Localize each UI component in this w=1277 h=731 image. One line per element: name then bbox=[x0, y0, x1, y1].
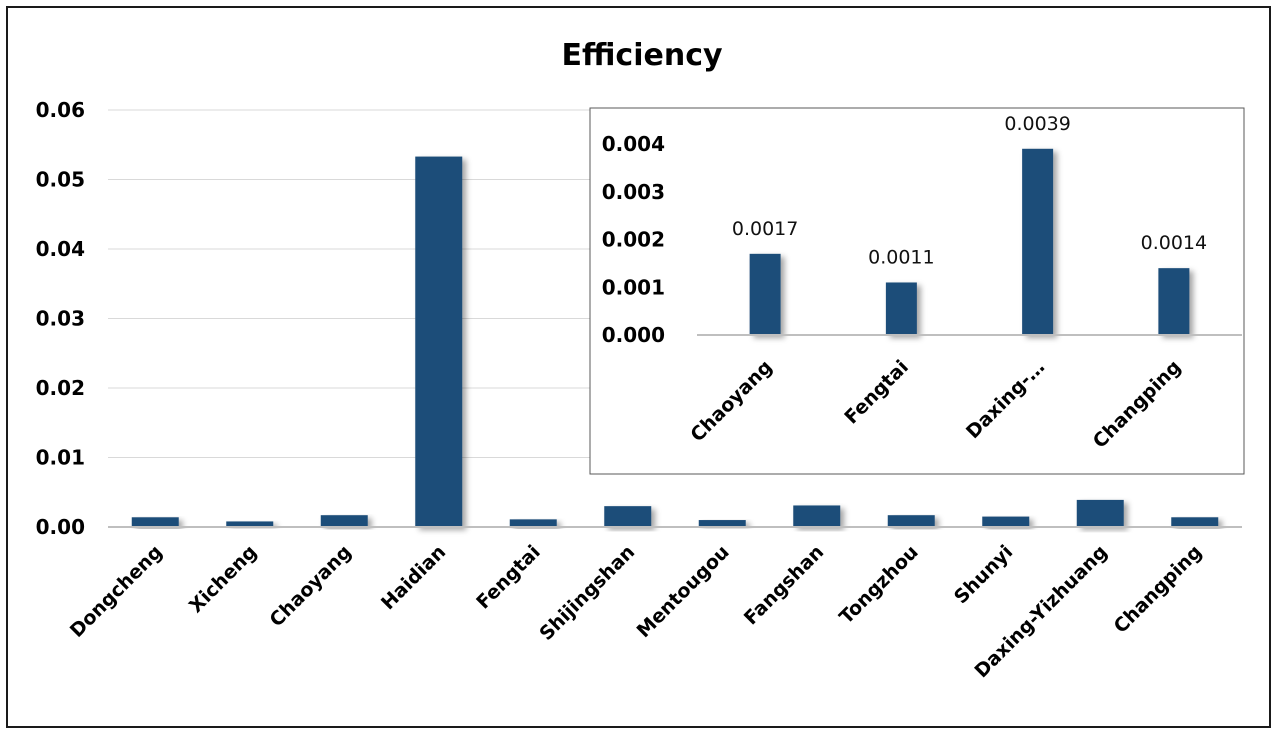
inset-y-axis: 0.000 0.001 0.002 0.003 0.004 bbox=[602, 132, 665, 347]
main-y-tick-label: 0.05 bbox=[36, 168, 85, 192]
main-x-tick-label: Shijingshan bbox=[535, 541, 639, 645]
main-x-tick-label: Xicheng bbox=[185, 541, 261, 617]
main-bar bbox=[698, 520, 746, 527]
inset-y-tick-label: 0.004 bbox=[602, 132, 665, 156]
main-bar bbox=[887, 515, 935, 527]
main-bar bbox=[320, 515, 368, 527]
main-x-tick-label: Dongcheng bbox=[66, 541, 167, 642]
main-x-tick-label: Chaoyang bbox=[265, 541, 355, 631]
main-x-tick-label: Changping bbox=[1110, 541, 1207, 638]
main-y-tick-label: 0.03 bbox=[36, 307, 85, 331]
main-bar bbox=[415, 156, 463, 527]
inset-y-tick-label: 0.001 bbox=[602, 275, 665, 299]
main-y-tick-label: 0.01 bbox=[36, 446, 85, 470]
inset-bar bbox=[1022, 148, 1054, 335]
inset-bar bbox=[1158, 268, 1190, 335]
main-bar bbox=[226, 521, 274, 527]
main-bar bbox=[604, 506, 652, 527]
main-x-tick-label: Fengtai bbox=[472, 541, 545, 614]
main-x-tick-label: Mentougou bbox=[633, 541, 734, 642]
inset-bar bbox=[749, 253, 781, 335]
main-x-tick-label: Shunyi bbox=[950, 541, 1017, 608]
main-y-tick-label: 0.02 bbox=[36, 376, 85, 400]
main-y-axis: 0.00 0.01 0.02 0.03 0.04 0.05 0.06 bbox=[36, 98, 85, 539]
inset-y-tick-label: 0.003 bbox=[602, 180, 665, 204]
main-bar bbox=[509, 519, 557, 527]
chart-title: Efficiency bbox=[561, 38, 723, 73]
inset-bar bbox=[885, 282, 917, 335]
inset-data-label: 0.0039 bbox=[1004, 113, 1070, 135]
main-bars bbox=[131, 156, 1219, 527]
main-bar bbox=[1171, 517, 1219, 527]
main-y-tick-label: 0.06 bbox=[36, 98, 85, 122]
main-x-tick-label: Tongzhou bbox=[835, 541, 923, 629]
main-bar bbox=[982, 516, 1030, 527]
inset-data-label: 0.0011 bbox=[868, 246, 934, 268]
main-bar bbox=[131, 517, 179, 527]
inset-data-label: 0.0014 bbox=[1141, 232, 1207, 254]
main-x-axis: Dongcheng Xicheng Chaoyang Haidian FengtaiSh… bbox=[66, 541, 1206, 682]
main-x-tick-label: Haidian bbox=[377, 541, 450, 614]
main-bar bbox=[1076, 499, 1124, 527]
inset-frame bbox=[589, 107, 1245, 475]
main-x-tick-label: Fangshan bbox=[740, 541, 828, 629]
main-y-tick-label: 0.04 bbox=[36, 237, 85, 261]
inset-data-labels: 0.0017 0.0011 0.0039 0.0014 bbox=[732, 113, 1207, 269]
main-bar bbox=[793, 505, 841, 527]
inset-y-tick-label: 0.002 bbox=[602, 228, 665, 252]
main-y-tick-label: 0.00 bbox=[36, 515, 85, 539]
inset-bars bbox=[749, 148, 1190, 335]
inset-data-label: 0.0017 bbox=[732, 218, 798, 240]
inset-y-tick-label: 0.000 bbox=[602, 323, 665, 347]
